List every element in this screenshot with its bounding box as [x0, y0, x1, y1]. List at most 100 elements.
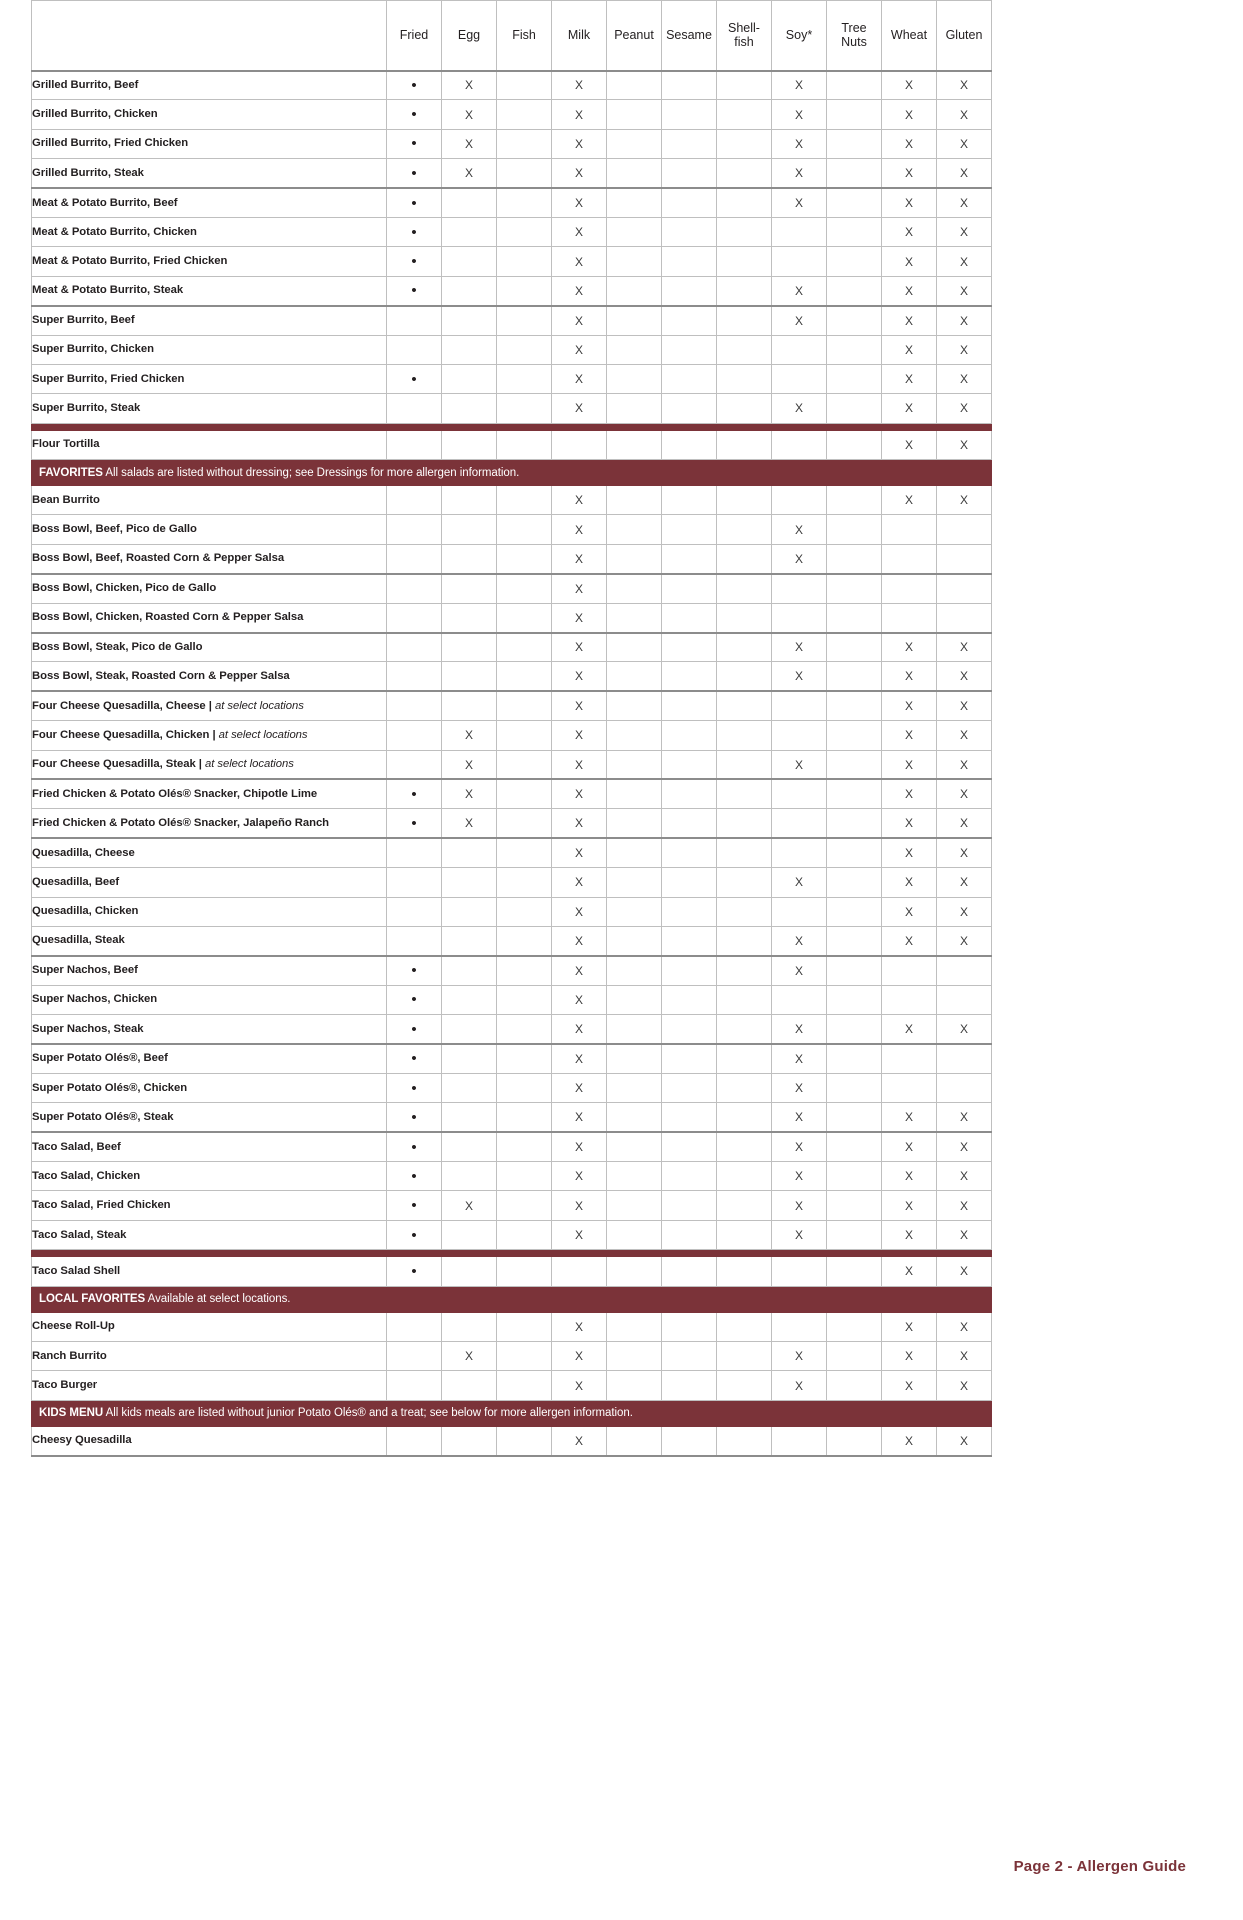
- allergen-cell-gluten: X: [936, 661, 992, 692]
- allergen-cell-fried: •: [386, 1131, 442, 1163]
- allergen-cell-milk: X: [551, 1370, 607, 1401]
- allergen-cell-egg: X: [441, 1341, 497, 1372]
- allergen-cell-soy: X: [771, 393, 827, 424]
- allergen-cell-fried: •: [386, 216, 442, 248]
- allergen-cell-sesame: [661, 954, 717, 986]
- allergen-cell-fish: [496, 690, 552, 722]
- allergen-cell-fried: [386, 514, 442, 545]
- table-row: Ranch Burrito X X X X X: [31, 1341, 992, 1372]
- allergen-cell-egg: [441, 1161, 497, 1192]
- allergen-cell-milk: X: [551, 808, 607, 839]
- allergen-cell-egg: [441, 925, 497, 957]
- allergen-cell-soy: [771, 1256, 827, 1287]
- allergen-cell-fried: •: [386, 69, 442, 101]
- allergen-cell-tree-nuts: [826, 661, 882, 692]
- allergen-cell-sesame: [661, 631, 717, 663]
- allergen-cell-peanut: [606, 246, 662, 277]
- table-row: Fried Chicken & Potato Olés® Snacker, Ch…: [31, 778, 992, 810]
- menu-item-name: Four Cheese Quesadilla, Steak | at selec…: [31, 749, 387, 780]
- menu-item-name: Super Potato Olés®, Beef: [31, 1042, 387, 1074]
- allergen-cell-milk: X: [551, 216, 607, 248]
- allergen-cell-shell--fish: [716, 867, 772, 898]
- allergen-cell-tree-nuts: [826, 363, 882, 395]
- allergen-cell-tree-nuts: [826, 158, 882, 189]
- allergen-cell-sesame: [661, 543, 717, 575]
- allergen-cell-fried: [386, 393, 442, 424]
- allergen-cell-wheat: [881, 543, 937, 575]
- allergen-cell-wheat: X: [881, 158, 937, 189]
- allergen-cell-fish: [496, 514, 552, 545]
- allergen-cell-fried: [386, 837, 442, 869]
- allergen-cell-peanut: [606, 1161, 662, 1192]
- allergen-cell-fish: [496, 363, 552, 395]
- allergen-cell-fried: [386, 896, 442, 927]
- allergen-cell-peanut: [606, 1131, 662, 1163]
- allergen-cell-egg: [441, 1256, 497, 1287]
- allergen-cell-fish: [496, 334, 552, 365]
- allergen-cell-soy: X: [771, 954, 827, 986]
- allergen-cell-fried: [386, 1341, 442, 1372]
- allergen-cell-gluten: X: [936, 1311, 992, 1343]
- allergen-cell-sesame: [661, 1219, 717, 1251]
- table-row: Four Cheese Quesadilla, Chicken | at sel…: [31, 720, 992, 751]
- allergen-cell-fried: •: [386, 1190, 442, 1221]
- allergen-cell-sesame: [661, 1042, 717, 1074]
- allergen-cell-wheat: X: [881, 99, 937, 130]
- allergen-cell-gluten: X: [936, 1256, 992, 1287]
- allergen-cell-milk: X: [551, 1131, 607, 1163]
- table-row: Fried Chicken & Potato Olés® Snacker, Ja…: [31, 808, 992, 839]
- allergen-cell-sesame: [661, 363, 717, 395]
- column-header-tree-nuts: Tree Nuts: [826, 0, 882, 71]
- allergen-cell-peanut: [606, 275, 662, 307]
- menu-item-name: Super Potato Olés®, Steak: [31, 1102, 387, 1133]
- table-header: Fried Egg Fish Milk Peanut Sesame Shell-fish So…: [31, 0, 992, 71]
- allergen-cell-fried: [386, 1311, 442, 1343]
- allergen-cell-fish: [496, 1190, 552, 1221]
- allergen-cell-fried: •: [386, 187, 442, 218]
- menu-item-name: Taco Salad, Steak: [31, 1219, 387, 1251]
- allergen-cell-peanut: [606, 631, 662, 663]
- allergen-cell-milk: X: [551, 334, 607, 365]
- allergen-cell-tree-nuts: [826, 393, 882, 424]
- allergen-cell-fish: [496, 602, 552, 634]
- menu-item-name: Super Burrito, Beef: [31, 304, 387, 336]
- allergen-cell-peanut: [606, 393, 662, 424]
- allergen-cell-soy: [771, 984, 827, 1016]
- section-banner: LOCAL FAVORITES Available at select loca…: [31, 1285, 992, 1313]
- allergen-cell-milk: X: [551, 778, 607, 810]
- menu-item-name: Super Nachos, Beef: [31, 954, 387, 986]
- allergen-cell-wheat: X: [881, 128, 937, 160]
- allergen-cell-egg: X: [441, 720, 497, 751]
- allergen-cell-tree-nuts: [826, 837, 882, 869]
- allergen-cell-shell--fish: [716, 984, 772, 1016]
- allergen-cell-egg: [441, 661, 497, 692]
- menu-item-name: Super Burrito, Chicken: [31, 334, 387, 365]
- allergen-cell-wheat: X: [881, 925, 937, 957]
- allergen-cell-gluten: X: [936, 216, 992, 248]
- allergen-cell-egg: [441, 485, 497, 516]
- allergen-cell-fish: [496, 128, 552, 160]
- allergen-cell-sesame: [661, 720, 717, 751]
- allergen-cell-shell--fish: [716, 778, 772, 810]
- allergen-cell-sesame: [661, 572, 717, 604]
- allergen-cell-egg: [441, 393, 497, 424]
- allergen-cell-fish: [496, 543, 552, 575]
- table-row: Super Burrito, Chicken X X X: [31, 334, 992, 365]
- table-row: Taco Salad, Chicken • X X X X: [31, 1161, 992, 1192]
- table-row: Flour Tortilla X X: [31, 429, 992, 461]
- allergen-cell-milk: X: [551, 1042, 607, 1074]
- allergen-cell-tree-nuts: [826, 187, 882, 218]
- allergen-cell-fish: [496, 572, 552, 604]
- menu-item-name: Taco Salad, Beef: [31, 1131, 387, 1163]
- allergen-cell-fish: [496, 69, 552, 101]
- column-header-soy: Soy*: [771, 0, 827, 71]
- allergen-cell-fish: [496, 631, 552, 663]
- allergen-cell-wheat: X: [881, 1256, 937, 1287]
- allergen-cell-fish: [496, 393, 552, 424]
- allergen-cell-soy: X: [771, 543, 827, 575]
- allergen-cell-wheat: [881, 572, 937, 604]
- allergen-cell-soy: X: [771, 304, 827, 336]
- allergen-cell-wheat: [881, 1072, 937, 1104]
- allergen-cell-milk: X: [551, 1311, 607, 1343]
